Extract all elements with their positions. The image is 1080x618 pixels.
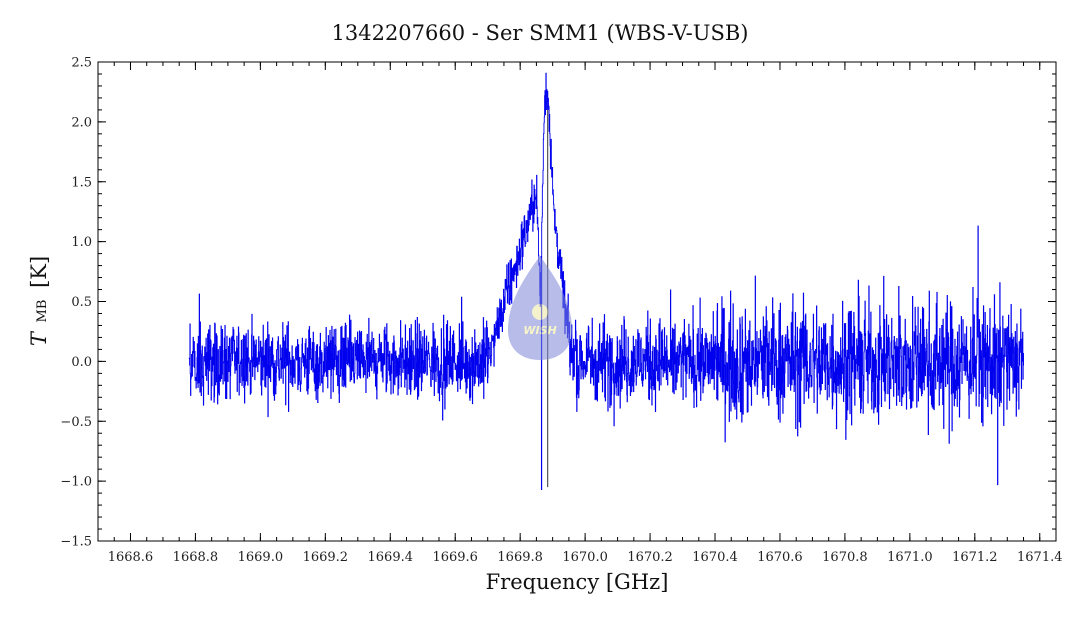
wish-logo: WISH [508, 256, 572, 360]
wish-star-glow [532, 304, 548, 320]
x-axis-title: Frequency [GHz] [486, 570, 669, 594]
x-tick-label: 1671.0 [887, 550, 933, 565]
y-axis-title: T MB [K] [27, 256, 51, 346]
y-axis-title-unit: [K] [27, 256, 51, 288]
y-axis-title-sub: MB [35, 300, 50, 323]
x-tick-label: 1668.6 [108, 550, 154, 565]
x-tick-label: 1671.4 [1017, 550, 1063, 565]
spectrum-line [188, 72, 1024, 490]
chart-title: 1342207660 - Ser SMM1 (WBS-V-USB) [332, 21, 749, 45]
x-tick-label: 1671.2 [952, 550, 998, 565]
y-tick-label: −1.0 [60, 475, 92, 490]
x-tick-label: 1669.4 [368, 550, 414, 565]
wish-logo-text: WISH [523, 324, 556, 337]
wish-droplet [508, 256, 572, 360]
x-tick-label: 1670.6 [757, 550, 803, 565]
x-tick-label: 1668.8 [173, 550, 219, 565]
plot-area: WISH [188, 72, 1024, 490]
y-tick-label: 1.0 [71, 235, 92, 250]
x-tick-label: 1670.2 [627, 550, 673, 565]
x-tick-label: 1669.2 [303, 550, 349, 565]
y-axis-title-main: T [27, 330, 51, 346]
x-tick-label: 1669.6 [432, 550, 478, 565]
y-tick-label: 2.0 [71, 115, 92, 130]
x-tick-label: 1669.0 [238, 550, 284, 565]
y-tick-label: 2.5 [71, 56, 92, 71]
y-tick-label: −0.5 [60, 415, 92, 430]
x-axis: 1668.6 1668.8 1669.0 1669.2 1669.4 1669.6 1669… [97, 62, 1063, 565]
x-tick-label: 1670.0 [562, 550, 608, 565]
x-tick-label: 1670.8 [822, 550, 868, 565]
y-axis: −1.5 −1.0 −0.5 0.0 0.5 1.0 1.5 2.0 2.5 [60, 56, 1056, 550]
y-tick-label: 0.0 [71, 355, 92, 370]
y-tick-label: 0.5 [71, 295, 92, 310]
x-tick-label: 1670.4 [692, 550, 738, 565]
y-tick-label: −1.5 [60, 535, 92, 550]
y-tick-label: 1.5 [71, 175, 92, 190]
x-tick-label: 1669.8 [497, 550, 543, 565]
